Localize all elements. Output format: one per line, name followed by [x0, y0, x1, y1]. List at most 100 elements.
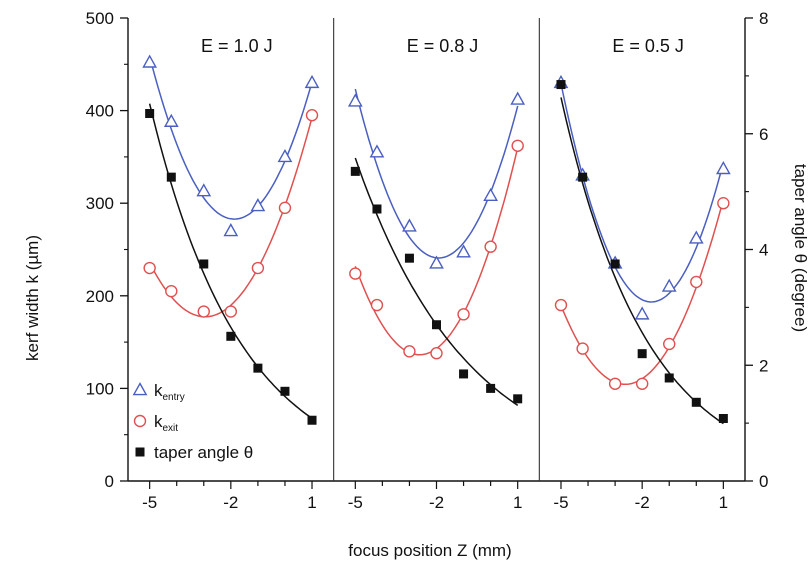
k-exit-point — [690, 275, 703, 289]
k-entry-point — [688, 230, 704, 244]
taper-point — [610, 259, 620, 269]
k-entry-point — [163, 113, 179, 127]
x-tick-label: 1 — [307, 493, 316, 512]
k-exit-point — [224, 305, 238, 318]
y-tick-label-left: 200 — [86, 287, 114, 306]
k-exit-point — [511, 139, 524, 152]
data-markers — [142, 54, 731, 425]
k-entry-point — [634, 306, 650, 320]
k-exit-point — [349, 267, 362, 280]
k-entry-point — [402, 218, 417, 232]
k-exit-point — [576, 342, 589, 355]
k-entry-point — [715, 161, 731, 175]
taper-point — [486, 383, 496, 393]
legend: kentry kexit taper angle θ — [132, 381, 253, 462]
k-entry-point — [196, 183, 212, 197]
k-entry-point — [369, 144, 385, 158]
k-exit-point — [305, 109, 319, 122]
k-exit-point — [403, 345, 416, 358]
y-tick-label-right: 0 — [759, 472, 768, 491]
k-entry-point — [277, 148, 293, 163]
x-tick-label: -2 — [635, 493, 650, 512]
fit-line-k-entry — [560, 83, 725, 303]
taper-point — [404, 253, 414, 263]
panel-title: E = 0.8 J — [407, 36, 479, 56]
taper-point — [307, 415, 317, 425]
taper-point — [432, 320, 441, 330]
legend-marker-k-entry — [132, 382, 148, 396]
k-exit-point — [717, 196, 730, 210]
k-exit-point — [608, 377, 622, 390]
x-tick-label: -5 — [348, 493, 363, 512]
k-exit-point — [278, 201, 292, 215]
x-tick-label: -5 — [553, 493, 568, 512]
k-exit-point — [251, 261, 265, 275]
taper-point — [350, 166, 360, 176]
k-exit-point — [197, 305, 210, 318]
taper-point — [459, 369, 469, 379]
taper-point — [226, 331, 236, 341]
x-tick-label: -5 — [142, 493, 157, 512]
legend-label-taper: taper angle θ — [154, 443, 253, 462]
legend-subscript: exit — [163, 423, 179, 434]
y-tick-label-right: 4 — [759, 241, 768, 260]
k-entry-point — [483, 187, 498, 202]
fit-curves — [148, 56, 725, 425]
panel-title: E = 0.5 J — [612, 36, 684, 56]
taper-point — [637, 349, 647, 359]
legend-label-k-exit: kexit — [154, 412, 178, 434]
x-tick-label: -2 — [429, 493, 444, 512]
taper-point — [253, 363, 263, 373]
y-tick-label-left: 400 — [86, 102, 114, 121]
k-entry-point — [142, 54, 158, 68]
x-tick-label: 1 — [513, 493, 522, 512]
y-axis-left-title: kerf width k (µm) — [23, 235, 42, 361]
x-axis-title: focus position Z (mm) — [348, 541, 511, 560]
k-exit-point — [635, 377, 649, 390]
taper-point — [145, 108, 155, 118]
legend-marker-taper — [135, 447, 145, 457]
taper-point — [664, 373, 674, 383]
x-tick-label: -2 — [223, 493, 238, 512]
y-tick-label-left: 0 — [105, 472, 114, 491]
taper-point — [280, 386, 290, 396]
y-tick-label-right: 2 — [759, 356, 768, 375]
taper-point — [718, 413, 728, 423]
k-entry-point — [304, 74, 320, 89]
legend-label-k-entry: kentry — [154, 381, 185, 403]
k-exit-point — [484, 240, 497, 253]
taper-point — [199, 259, 209, 269]
fit-line-taper — [560, 97, 724, 425]
k-entry-point — [429, 255, 444, 269]
k-entry-point — [347, 93, 363, 107]
taper-point — [166, 172, 176, 182]
y-tick-label-right: 8 — [759, 9, 768, 28]
taper-point — [578, 172, 588, 182]
taper-point — [372, 204, 382, 214]
k-exit-point — [143, 261, 156, 275]
k-exit-point — [165, 284, 178, 298]
y-tick-label-right: 6 — [759, 125, 768, 144]
k-exit-point — [554, 298, 568, 312]
taper-point — [513, 394, 523, 404]
k-exit-point — [663, 337, 676, 351]
k-exit-point — [457, 308, 470, 321]
y-tick-label-left: 100 — [86, 379, 114, 398]
y-tick-label-left: 300 — [86, 194, 114, 213]
y-axis-right-title: taper angle θ (degree) — [791, 164, 809, 332]
k-exit-point — [370, 298, 384, 312]
panel-title: E = 1.0 J — [201, 36, 273, 56]
y-tick-label-left: 500 — [86, 9, 114, 28]
fit-line-taper — [148, 103, 313, 419]
taper-point — [556, 80, 566, 90]
taper-point — [691, 397, 701, 407]
k-entry-point — [456, 244, 471, 258]
k-entry-point — [510, 91, 526, 105]
k-entry-point — [661, 278, 677, 292]
k-entry-point — [250, 198, 266, 212]
k-entry-point — [223, 223, 239, 237]
x-tick-label: 1 — [719, 493, 728, 512]
plot-frame — [120, 17, 753, 489]
chart-text: kerf width k (µm) taper angle θ (degree)… — [23, 9, 809, 560]
